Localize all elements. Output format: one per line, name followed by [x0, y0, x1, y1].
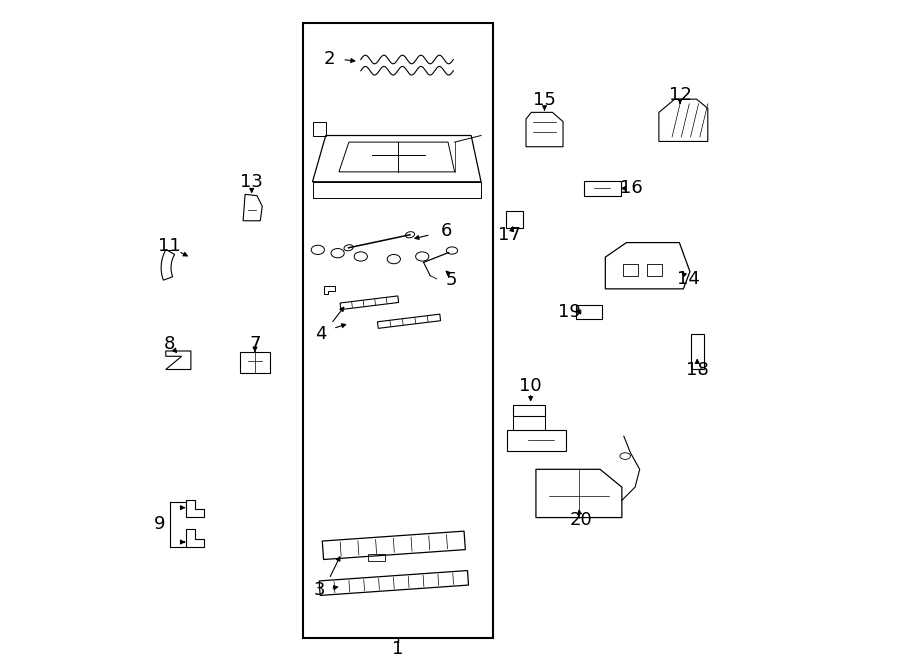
Text: 15: 15	[533, 91, 556, 110]
Text: 11: 11	[158, 237, 180, 255]
Text: 4: 4	[315, 325, 327, 344]
Text: 12: 12	[669, 85, 691, 104]
Text: 7: 7	[249, 334, 261, 353]
Text: 8: 8	[164, 334, 175, 353]
Text: 16: 16	[620, 179, 643, 198]
Text: 9: 9	[153, 514, 165, 533]
Text: 13: 13	[240, 173, 263, 192]
Text: 6: 6	[440, 222, 452, 241]
Text: 1: 1	[392, 640, 404, 658]
Bar	[303, 23, 493, 638]
Bar	[647, 264, 662, 276]
Text: 5: 5	[446, 271, 457, 290]
Text: 10: 10	[519, 377, 542, 395]
Text: 17: 17	[498, 226, 521, 245]
Text: 2: 2	[323, 50, 335, 69]
Text: 3: 3	[313, 581, 325, 600]
Bar	[623, 264, 638, 276]
Text: 19: 19	[557, 303, 580, 321]
Text: 20: 20	[570, 511, 592, 529]
Text: 14: 14	[677, 270, 700, 288]
Text: 18: 18	[686, 361, 708, 379]
